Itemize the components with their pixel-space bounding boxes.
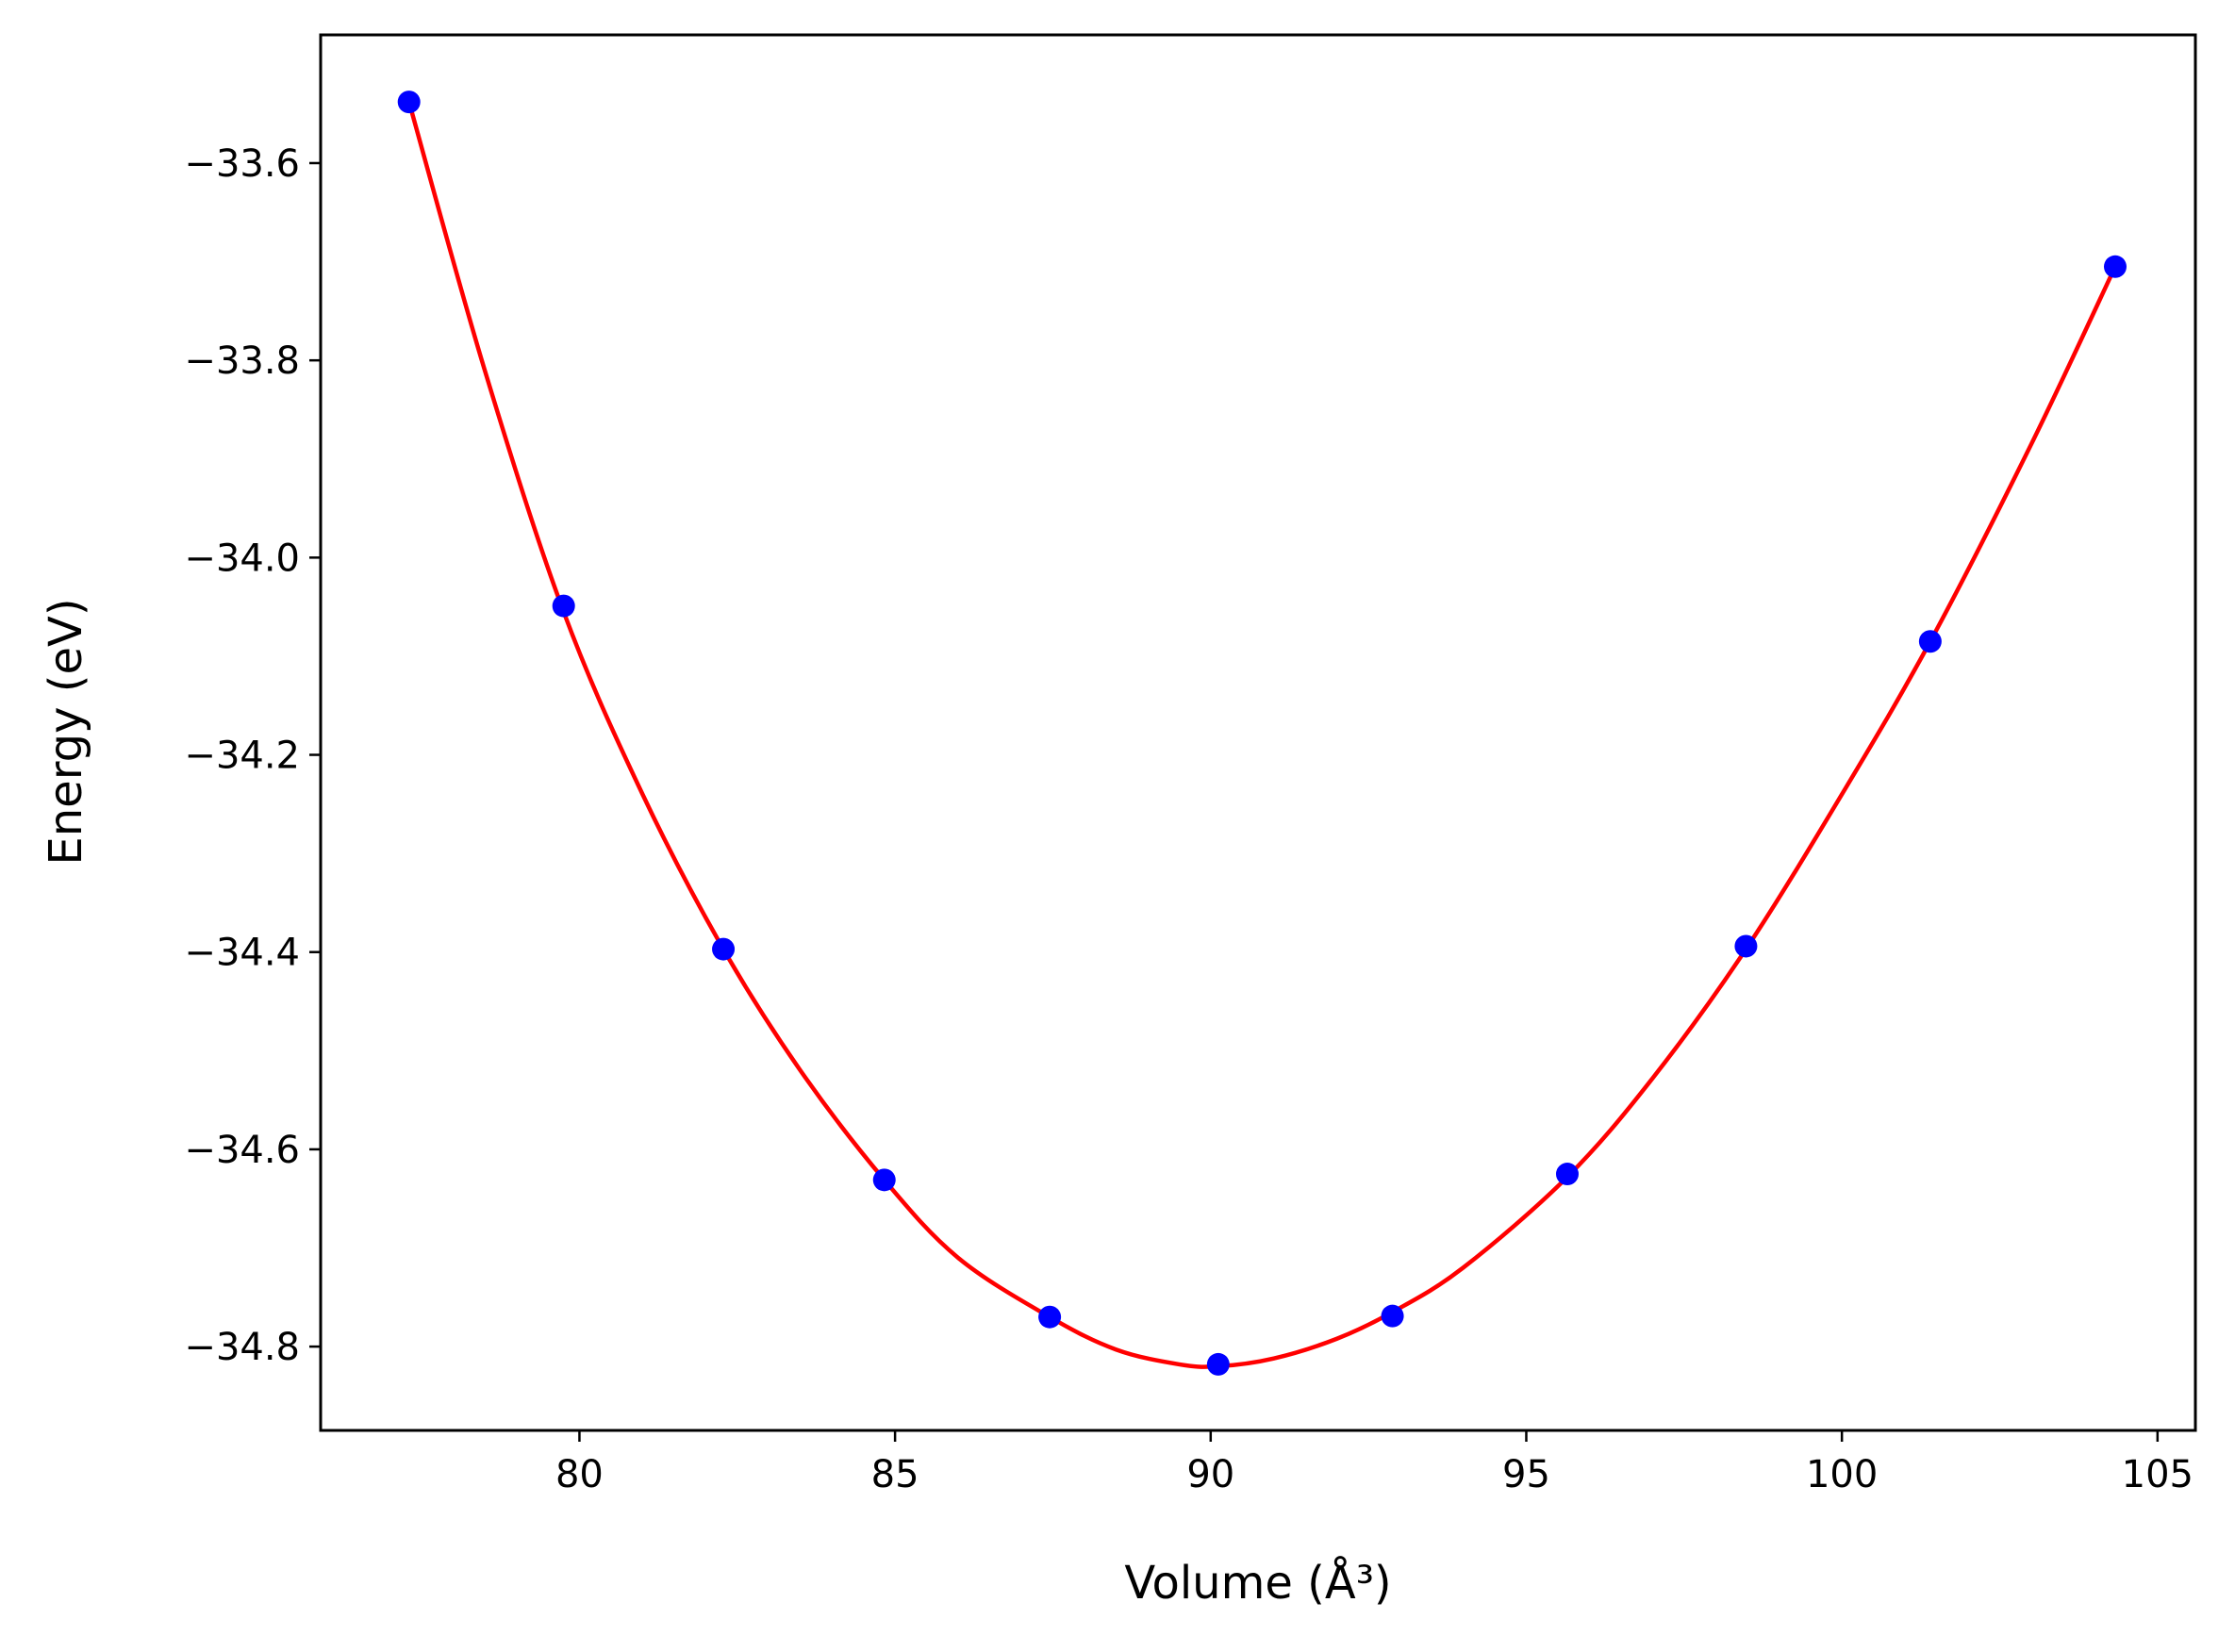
data-point — [872, 1168, 896, 1192]
x-tick-label: 100 — [1806, 1453, 1878, 1496]
data-point — [1734, 934, 1758, 958]
x-tick-label: 90 — [1186, 1453, 1234, 1496]
data-point — [1381, 1304, 1404, 1328]
y-axis-ticks: −34.8 −34.6 −34.4 −34.2 −34.0 −33.8 −33.6 — [184, 142, 321, 1369]
x-tick-label: 80 — [555, 1453, 604, 1496]
data-point — [1918, 630, 1942, 653]
y-tick-label: −34.4 — [184, 932, 300, 975]
y-tick-label: −33.8 — [184, 339, 300, 383]
data-point — [397, 91, 421, 114]
series-layer — [397, 91, 2127, 1376]
data-point — [712, 937, 736, 961]
plot-area-frame — [319, 33, 2197, 1432]
data-point — [552, 594, 575, 618]
y-tick-label: −34.6 — [184, 1129, 300, 1172]
x-axis-title: Volume (Å³) — [1124, 1556, 1391, 1610]
data-point — [1038, 1305, 1062, 1329]
y-tick-label: −33.6 — [184, 142, 300, 186]
x-tick-label: 105 — [2122, 1453, 2194, 1496]
y-tick-label: −34.8 — [184, 1326, 300, 1369]
x-tick-label: 85 — [871, 1453, 919, 1496]
y-tick-label: −34.2 — [184, 735, 300, 778]
data-point — [2103, 255, 2127, 278]
y-axis-title: Energy (eV) — [40, 598, 92, 865]
data-point — [1206, 1352, 1230, 1376]
data-point — [1555, 1163, 1579, 1186]
y-tick-label: −34.0 — [184, 537, 300, 580]
x-axis-ticks: 80 85 90 95 100 105 — [555, 1430, 2194, 1496]
x-tick-label: 95 — [1502, 1453, 1550, 1496]
